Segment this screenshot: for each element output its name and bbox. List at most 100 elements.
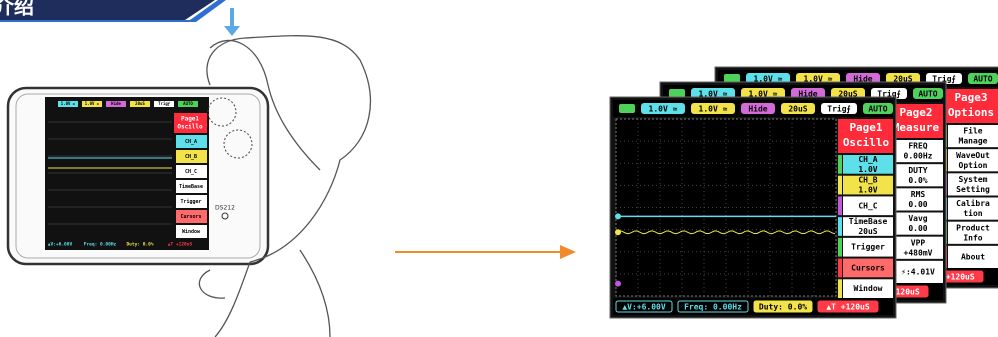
mini-top-chip [82,101,102,107]
top-chip [863,103,893,114]
menu-item-label: Option [959,160,988,170]
mini-top-chip-label: 1.0V ≃ [61,101,76,106]
top-chip [831,88,865,99]
menu-item-label: ⚡:4.01V [901,267,935,276]
menu-item-label: RMS [911,190,926,199]
mini-menu-item-label: CH_A [185,139,197,145]
menu-item-label: Info [963,233,982,242]
mini-menu-title [174,113,207,133]
mini-top-chip-label: Hide [111,101,121,106]
mini-menu-item-label: TimeBase [179,184,203,190]
top-chip-label: Trig⨍ [827,104,850,114]
top-chip [691,88,735,99]
device-bezel [15,93,261,259]
menu-title-bg [943,89,998,123]
mini-menu-item-label: CH_B [185,154,197,160]
screen: 1.0V ≃ 1.0V ≃ Hide 20uS Trig⨍ AUTO Page1 Oscill… [609,96,897,319]
top-chip [821,103,857,114]
menu-item-label: CH_C [858,201,877,210]
mini-top-chip-label: Trig⨍ [158,101,170,106]
menu-stripe [838,237,842,257]
top-chip-label: AUTO [918,90,937,99]
menu-item [893,212,943,235]
battery-icon [669,89,685,98]
menu-item [948,197,998,220]
battery-icon [619,104,635,113]
mini-top-chip [154,101,174,107]
menu-item-label: Trigger [851,242,885,252]
bottom-chip [677,300,749,313]
menu-item [843,155,893,174]
menu-item-label: Vavg [908,214,927,223]
menu-stripe [838,175,842,195]
bottom-chip-label: ▲T +120uS [876,288,920,297]
mini-menu-item-label: Window [182,229,201,235]
menu-item-label: 0.0% [908,176,927,185]
down-arrow-head [224,26,240,36]
bottom-chip-label: Freq: 0.00Hz [684,303,742,312]
mini-menu-item-label: Cursors [180,214,201,220]
device-button [221,212,229,220]
menu-item [843,217,893,236]
title-banner [0,0,215,20]
mini-top-chip-label: 20uS [135,101,145,106]
menu-item-label: CH_B [858,176,877,185]
menu-item-label: FREQ [908,142,927,151]
menu-item-label: DUTY [908,166,927,175]
menu-stripe [838,155,842,174]
top-chip-label: Trig⨍ [877,89,900,99]
menu-title: Page2 [899,106,932,119]
menu-item-label: Calibra [956,198,990,208]
menu-item-label: tion [963,208,982,218]
menu-item [843,237,893,257]
top-chip [886,73,920,84]
menu-item [893,236,943,259]
mini-top-chip [58,101,78,107]
top-chip [968,73,998,84]
mini-menu-item-label: Trigger [180,199,201,205]
top-chip-label: 1.0V ≃ [699,105,728,114]
top-chip-label: Trig⨍ [932,74,955,84]
mini-menu-item [176,165,207,178]
top-chip-label: Hide [798,89,817,99]
top-chip-label: 20uS [838,90,857,99]
menu-item-label: Setting [956,184,990,194]
menu-item-label: WaveOut [956,151,990,160]
top-chip [791,88,825,99]
touch-ring [223,129,253,159]
bottom-chip-label: ▲T +120uS [826,303,870,312]
top-chip-label: 20uS [893,75,912,84]
menu-item [948,173,998,196]
mini-menu-title-label: Oscillo [177,124,203,131]
menu-item-label: TimeBase [849,216,888,226]
hand-thumb [198,269,226,299]
top-chip [796,73,840,84]
battery-icon [724,74,740,83]
menu-item-label: +480mV [904,248,933,257]
menu-item-label: 0.00Hz [904,152,933,161]
menu-item-label: 1.0V [858,186,877,195]
mini-menu-item [176,225,207,238]
menu-title: Page3 [954,91,987,104]
trace-b [615,230,836,235]
hand-finger [209,39,321,171]
right-arrow-head [560,245,576,259]
menu-item [948,149,998,172]
mini-top-chip-label: AUTO [183,101,193,106]
top-chip [913,88,943,99]
mini-menu-item [176,195,207,208]
menu-item [843,279,893,298]
marker [615,280,621,287]
marker [615,213,621,220]
menu-title: Oscillo [843,136,890,149]
top-chip-label: 1.0V ≃ [649,105,678,114]
menu-title-bg [888,104,943,138]
menu-item-label: Manage [959,137,988,146]
top-chip-label: Hide [748,104,767,114]
top-chip [741,103,775,114]
mini-top-chip [178,101,198,107]
menu-item [893,188,943,211]
mini-menu-item [176,150,207,163]
mini-menu-item [176,180,207,193]
